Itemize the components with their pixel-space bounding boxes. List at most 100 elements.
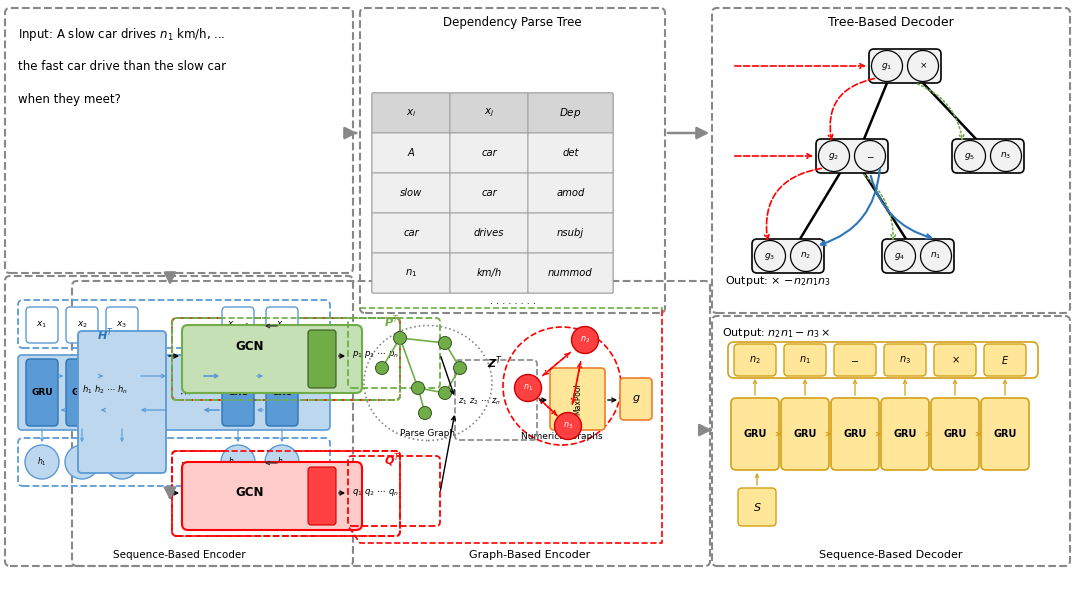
- Text: $h_n$: $h_n$: [278, 456, 287, 468]
- FancyBboxPatch shape: [372, 213, 450, 253]
- Text: GRU: GRU: [994, 429, 1016, 439]
- Text: Numerical Graphs: Numerical Graphs: [522, 432, 603, 441]
- Text: Sequence-Based Decoder: Sequence-Based Decoder: [820, 550, 962, 560]
- Text: Dependency Parse Tree: Dependency Parse Tree: [443, 16, 582, 29]
- Text: $x_{n-1}$: $x_{n-1}$: [227, 320, 249, 330]
- FancyBboxPatch shape: [372, 93, 613, 293]
- Text: $x_n$: $x_n$: [276, 320, 287, 330]
- Circle shape: [885, 240, 916, 271]
- Text: $g_2$: $g_2$: [828, 151, 839, 161]
- FancyBboxPatch shape: [450, 253, 528, 293]
- Text: $h_{n-1}$: $h_{n-1}$: [228, 456, 247, 468]
- Text: $h_2$: $h_2$: [77, 456, 86, 468]
- FancyArrowPatch shape: [828, 78, 875, 139]
- Text: $-$: $-$: [850, 355, 860, 365]
- Circle shape: [411, 382, 424, 395]
- Text: $-$: $-$: [866, 151, 875, 160]
- Text: $\cdots$: $\cdots$: [180, 321, 190, 329]
- FancyBboxPatch shape: [528, 253, 613, 293]
- Text: $\cdots$: $\cdots$: [179, 388, 191, 398]
- FancyArrowPatch shape: [734, 64, 864, 68]
- Text: nsubj: nsubj: [557, 228, 584, 238]
- Text: $g_5$: $g_5$: [964, 151, 975, 161]
- Text: Output: $\times\ {-n_2 n_1 n_3}$: Output: $\times\ {-n_2 n_1 n_3}$: [725, 274, 832, 288]
- Text: $Dep$: $Dep$: [559, 106, 582, 120]
- FancyBboxPatch shape: [984, 344, 1026, 376]
- Circle shape: [990, 141, 1022, 172]
- Circle shape: [755, 240, 785, 271]
- FancyBboxPatch shape: [752, 239, 824, 273]
- Circle shape: [25, 445, 59, 479]
- Text: GRU: GRU: [111, 388, 133, 397]
- FancyBboxPatch shape: [550, 368, 605, 430]
- FancyArrowPatch shape: [864, 175, 895, 239]
- Circle shape: [454, 362, 467, 374]
- FancyBboxPatch shape: [450, 173, 528, 213]
- Text: $h_1$: $h_1$: [37, 456, 46, 468]
- FancyBboxPatch shape: [528, 173, 613, 213]
- FancyBboxPatch shape: [834, 344, 876, 376]
- Text: $x_i$: $x_i$: [406, 107, 416, 119]
- FancyBboxPatch shape: [528, 213, 613, 253]
- Text: when they meet?: when they meet?: [18, 93, 121, 106]
- FancyBboxPatch shape: [222, 359, 254, 426]
- Text: $g_3$: $g_3$: [765, 251, 775, 261]
- FancyBboxPatch shape: [66, 307, 98, 343]
- Text: GRU: GRU: [271, 388, 293, 397]
- FancyBboxPatch shape: [731, 398, 779, 470]
- Text: $n_3$: $n_3$: [899, 354, 910, 366]
- FancyBboxPatch shape: [816, 139, 888, 173]
- Text: car: car: [403, 228, 419, 238]
- Text: MaxPool: MaxPool: [573, 383, 582, 415]
- FancyBboxPatch shape: [308, 467, 336, 525]
- FancyBboxPatch shape: [881, 398, 929, 470]
- FancyBboxPatch shape: [450, 133, 528, 173]
- Circle shape: [419, 407, 432, 420]
- Text: $g_4$: $g_4$: [894, 251, 906, 261]
- Text: $\times$: $\times$: [950, 355, 959, 365]
- FancyBboxPatch shape: [372, 93, 450, 133]
- FancyBboxPatch shape: [981, 398, 1029, 470]
- Text: car: car: [481, 188, 497, 198]
- FancyArrowPatch shape: [918, 84, 963, 139]
- Circle shape: [376, 362, 389, 374]
- Text: $x_2$: $x_2$: [77, 320, 87, 330]
- FancyBboxPatch shape: [266, 359, 298, 426]
- Text: $S$: $S$: [753, 501, 761, 513]
- Text: $\times K$: $\times K$: [315, 353, 329, 365]
- Text: $h_3$: $h_3$: [117, 456, 127, 468]
- FancyBboxPatch shape: [951, 139, 1024, 173]
- FancyBboxPatch shape: [885, 344, 926, 376]
- Circle shape: [105, 445, 139, 479]
- FancyBboxPatch shape: [734, 344, 777, 376]
- Text: GRU: GRU: [743, 429, 767, 439]
- Text: $\boldsymbol{Q}^T$: $\boldsymbol{Q}^T$: [383, 451, 401, 469]
- Text: $\cdots$: $\cdots$: [179, 457, 190, 467]
- FancyBboxPatch shape: [831, 398, 879, 470]
- FancyBboxPatch shape: [620, 378, 652, 420]
- FancyBboxPatch shape: [183, 462, 362, 530]
- Text: GRU: GRU: [71, 388, 93, 397]
- Text: $x_3$: $x_3$: [117, 320, 127, 330]
- Text: . . . . . . . .: . . . . . . . .: [489, 296, 536, 306]
- Text: $q_1\ q_2\ \cdots\ q_n$: $q_1\ q_2\ \cdots\ q_n$: [352, 487, 399, 498]
- FancyBboxPatch shape: [66, 359, 98, 426]
- Text: $h_1\ h_2\ \cdots\ h_n$: $h_1\ h_2\ \cdots\ h_n$: [82, 384, 127, 396]
- Text: Parse Graph: Parse Graph: [401, 429, 456, 438]
- FancyBboxPatch shape: [106, 307, 138, 343]
- FancyBboxPatch shape: [781, 398, 829, 470]
- Text: GCN: GCN: [235, 487, 265, 499]
- Circle shape: [819, 141, 850, 172]
- Text: $n_2$: $n_2$: [750, 354, 761, 366]
- Text: $g$: $g$: [632, 393, 640, 405]
- FancyBboxPatch shape: [26, 359, 58, 426]
- Text: car: car: [481, 148, 497, 158]
- Text: GRU: GRU: [31, 388, 53, 397]
- Circle shape: [221, 445, 255, 479]
- Text: $E$: $E$: [1001, 354, 1009, 366]
- Circle shape: [920, 240, 951, 271]
- Circle shape: [854, 141, 886, 172]
- FancyBboxPatch shape: [78, 331, 166, 473]
- FancyBboxPatch shape: [882, 239, 954, 273]
- FancyBboxPatch shape: [266, 307, 298, 343]
